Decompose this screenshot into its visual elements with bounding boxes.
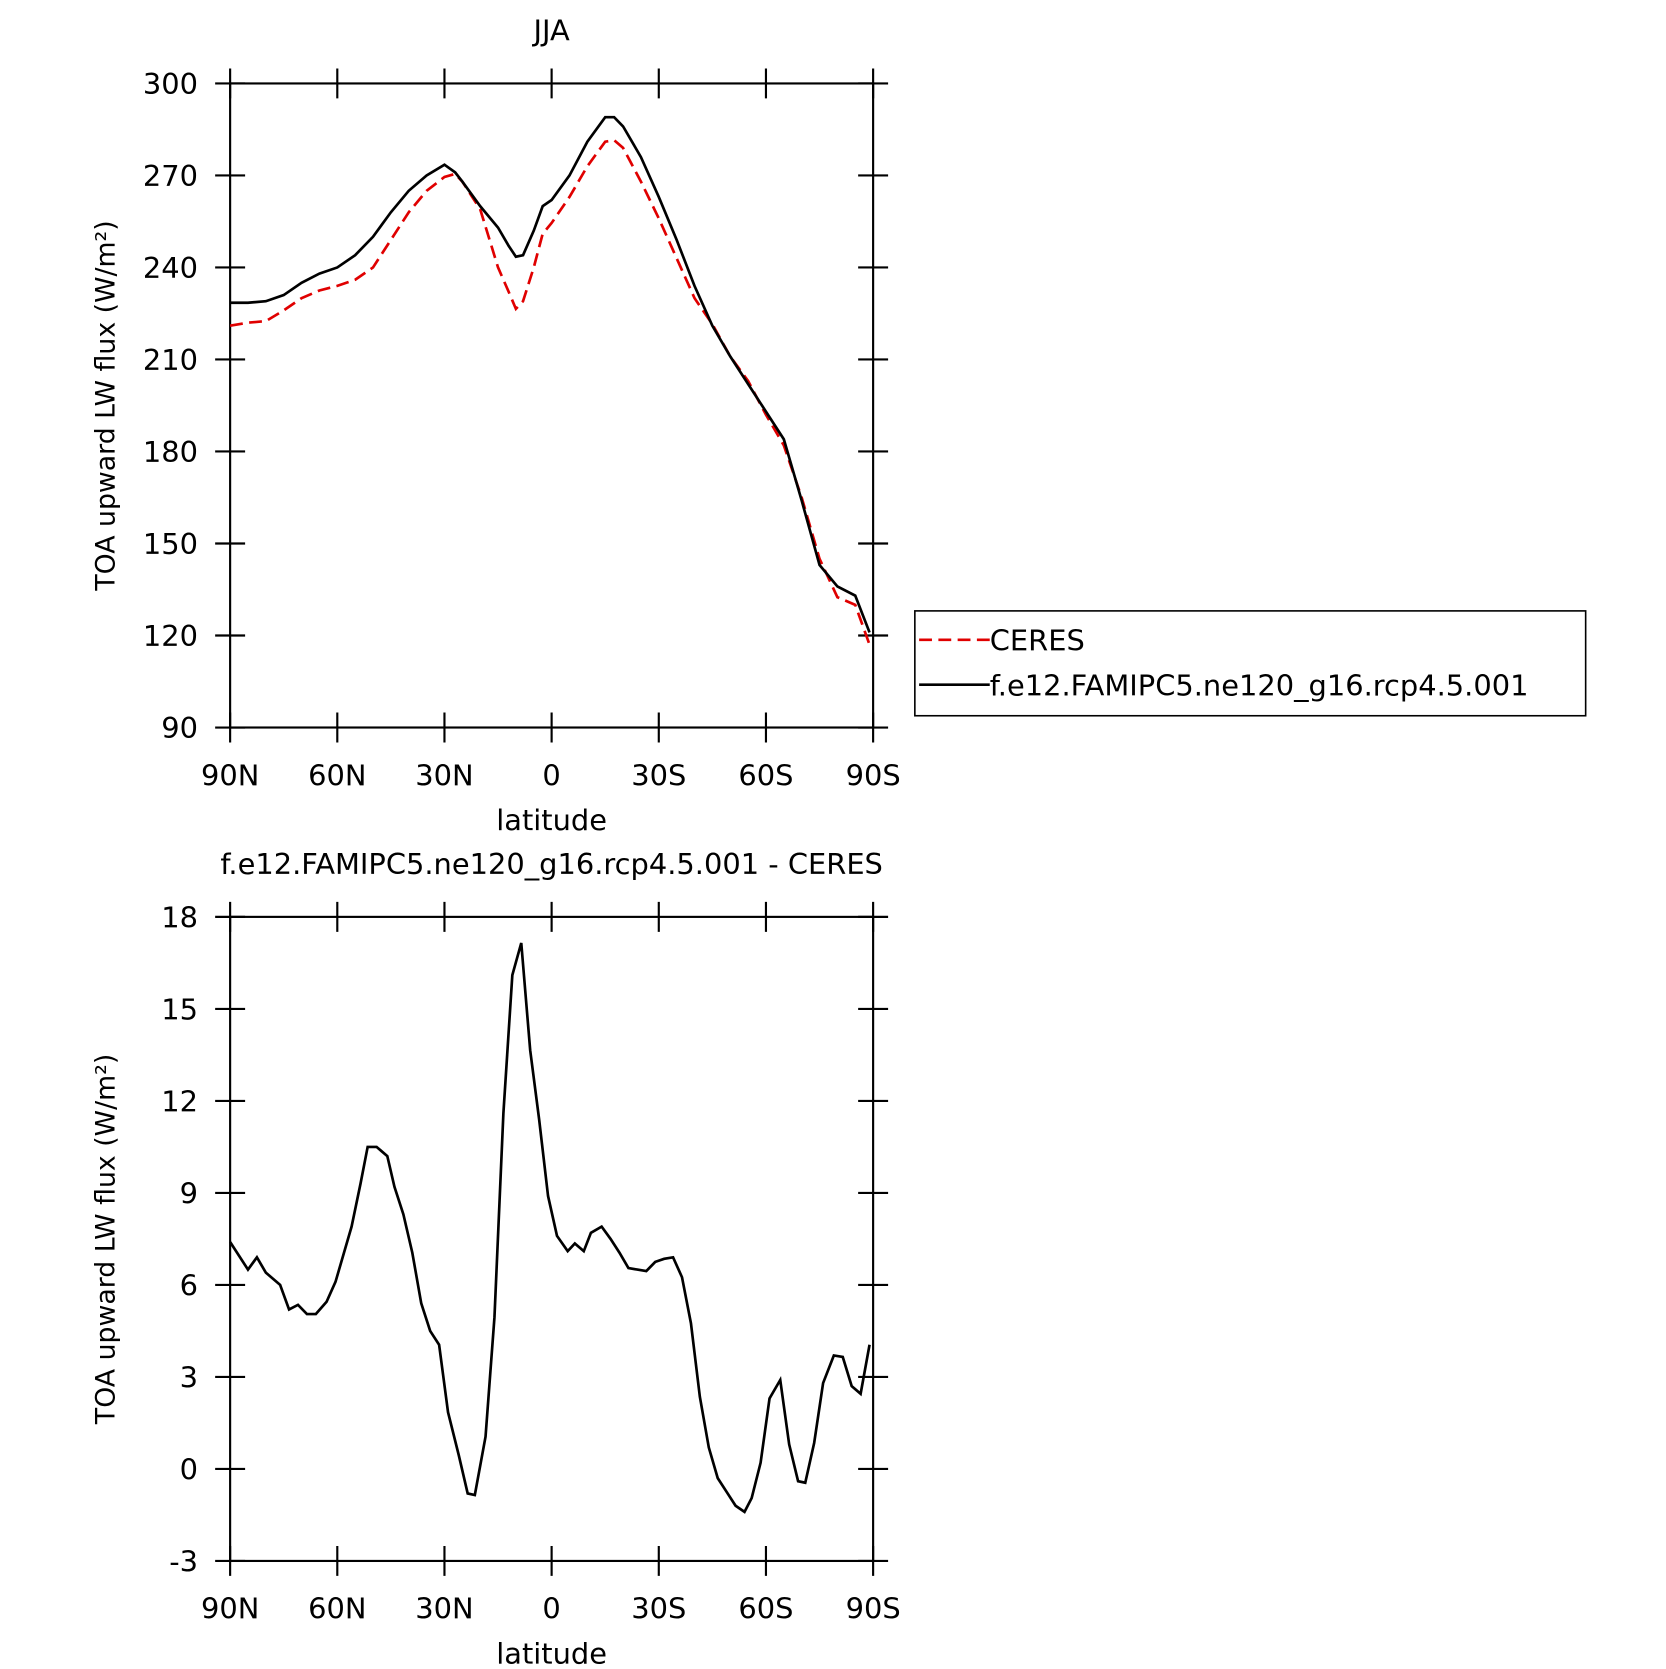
y-tick-label: 12 <box>161 1085 198 1119</box>
y-tick-label: 18 <box>161 901 198 935</box>
x-tick-label: 60S <box>738 1592 793 1626</box>
x-tick-label: 90N <box>201 1592 259 1626</box>
y-tick-label: 270 <box>143 159 198 193</box>
data-line <box>230 115 871 633</box>
plot-frame <box>229 82 875 729</box>
y-tick-label: 120 <box>143 619 198 653</box>
x-tick-label: 30N <box>415 1592 473 1626</box>
chart-title: f.e12.FAMIPC5.ne120_g16.rcp4.5.001 - CER… <box>220 847 883 881</box>
y-tick-label: 3 <box>180 1361 198 1395</box>
y-tick-label: 240 <box>143 251 198 285</box>
y-tick-label: 0 <box>180 1453 198 1487</box>
y-axis-label: TOA upward LW flux (W/m²) <box>91 1054 122 1425</box>
y-tick-label: 150 <box>143 527 198 561</box>
legend-label: f.e12.FAMIPC5.ne120_g16.rcp4.5.001 <box>990 668 1529 702</box>
x-tick-label: 90S <box>846 1592 901 1626</box>
x-tick-label: 30S <box>631 1592 686 1626</box>
legend-label: CERES <box>990 623 1085 657</box>
x-tick-label: 30S <box>631 758 686 792</box>
legend-box <box>914 610 1587 717</box>
data-line <box>229 138 871 646</box>
y-tick-label: 9 <box>180 1177 198 1211</box>
y-tick-label: 300 <box>143 67 198 101</box>
y-tick-label: 15 <box>161 993 198 1027</box>
x-tick-label: 60S <box>738 758 793 792</box>
plot-frame <box>229 915 875 1563</box>
y-axis-label: TOA upward LW flux (W/m²) <box>91 220 122 591</box>
x-tick-label: 60N <box>308 758 366 792</box>
x-axis-label: latitude <box>496 1637 607 1669</box>
y-tick-label: 6 <box>180 1269 198 1303</box>
data-line <box>229 942 871 1514</box>
chart-title: JJA <box>531 14 570 48</box>
x-tick-label: 0 <box>542 758 560 792</box>
y-tick-label: 180 <box>143 435 198 469</box>
y-tick-label: 210 <box>143 343 198 377</box>
x-tick-label: 90S <box>846 758 901 792</box>
y-tick-label: -3 <box>169 1545 198 1579</box>
y-tick-label: 90 <box>161 711 198 745</box>
x-tick-label: 0 <box>542 1592 560 1626</box>
x-tick-label: 30N <box>415 758 473 792</box>
x-tick-label: 90N <box>201 758 259 792</box>
x-axis-label: latitude <box>496 803 607 837</box>
x-tick-label: 60N <box>308 1592 366 1626</box>
